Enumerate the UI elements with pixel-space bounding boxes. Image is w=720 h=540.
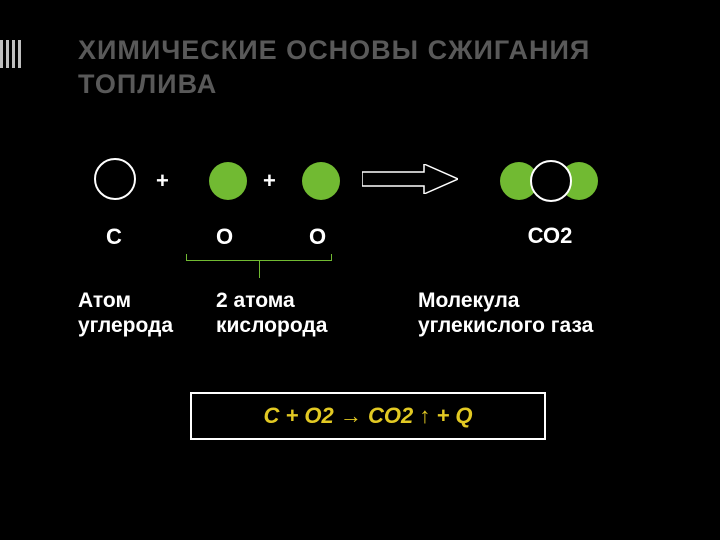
desc-co2-line1: Молекула <box>418 289 519 312</box>
oxygen-atom-2 <box>302 162 340 200</box>
symbol-co2: СО2 <box>520 224 580 248</box>
oxygen-atom-1 <box>209 162 247 200</box>
carbon-atom <box>94 158 136 200</box>
desc-carbon: Атом углерода <box>78 288 173 338</box>
reaction-arrow-icon <box>362 164 458 194</box>
desc-oxygen-line1: 2 атома <box>216 289 295 312</box>
slide-title: ХИМИЧЕСКИЕ ОСНОВЫ СЖИГАНИЯ ТОПЛИВА <box>78 34 638 102</box>
oxygen-bracket <box>186 254 332 278</box>
desc-co2: Молекула углекислого газа <box>418 288 593 338</box>
equation-text: С + О2 → СО2 ↑ + Q <box>263 403 472 428</box>
desc-carbon-line1: Атом <box>78 289 131 312</box>
desc-co2-line2: углекислого газа <box>418 314 593 337</box>
symbol-carbon: С <box>106 224 122 250</box>
equation-box: С + О2 → СО2 ↑ + Q <box>190 392 546 440</box>
symbol-oxygen-2: О <box>309 224 326 250</box>
plus-operator-2: + <box>263 168 276 194</box>
symbol-oxygen-1: О <box>216 224 233 250</box>
desc-oxygen: 2 атома кислорода <box>216 288 327 338</box>
plus-operator-1: + <box>156 168 169 194</box>
co2-carbon-center <box>530 160 572 202</box>
desc-carbon-line2: углерода <box>78 314 173 337</box>
side-accent <box>0 40 22 68</box>
desc-oxygen-line2: кислорода <box>216 314 327 337</box>
